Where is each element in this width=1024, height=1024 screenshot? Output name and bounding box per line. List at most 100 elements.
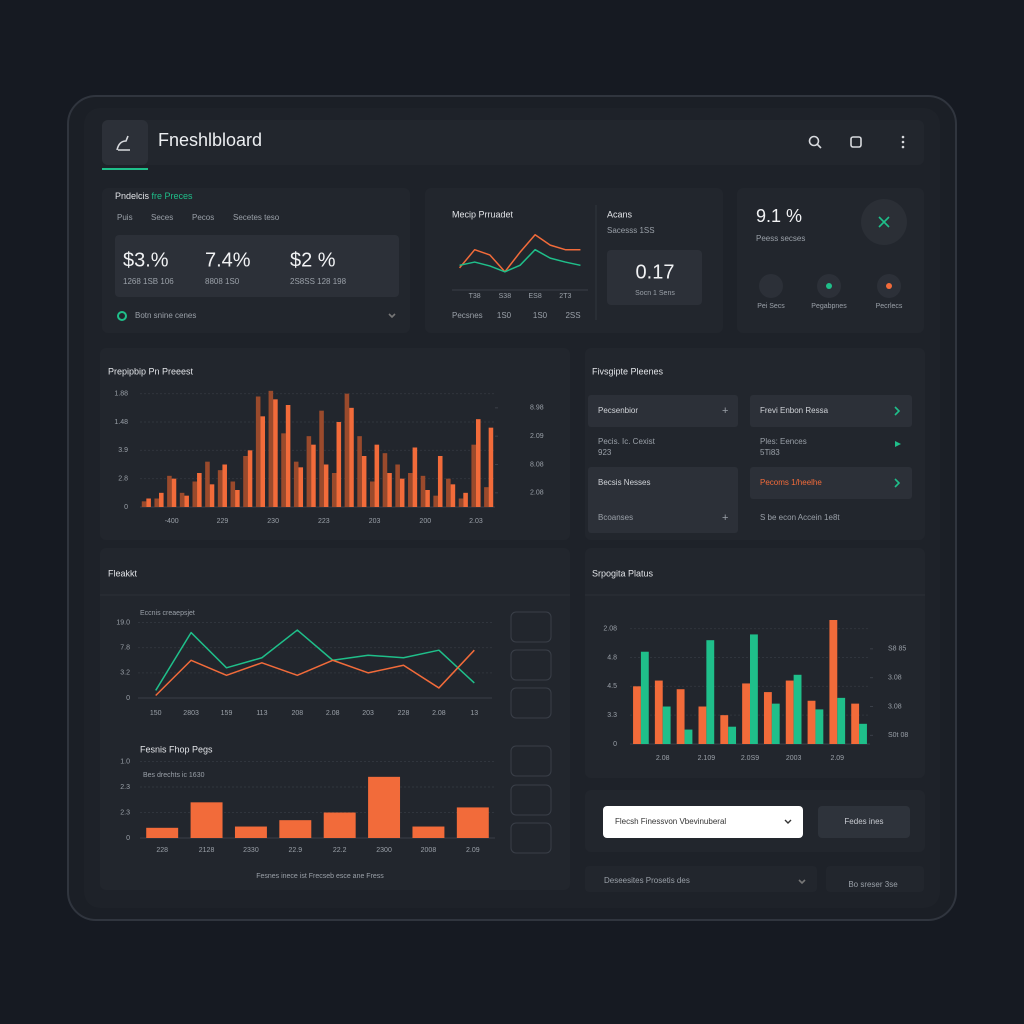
summary-footer: Botn snine cenes xyxy=(135,311,196,320)
list-title: Fivsgipte Pleenes xyxy=(592,366,664,376)
app-title: Fneshlbloard xyxy=(158,130,262,150)
chevron[interactable] xyxy=(388,313,396,319)
search-button[interactable] xyxy=(808,135,822,149)
bar xyxy=(298,467,304,507)
kpi-note: 2S8SS 128 198 xyxy=(290,277,347,286)
bar xyxy=(235,490,240,507)
list-row[interactable] xyxy=(588,467,738,533)
x-tick-label: 208 xyxy=(291,710,303,717)
x-tick-label: 2330 xyxy=(243,847,259,854)
settings-button[interactable] xyxy=(850,136,862,148)
summary-tab[interactable]: Seces xyxy=(151,213,173,222)
bar xyxy=(706,640,715,744)
bar xyxy=(446,478,451,507)
bar xyxy=(720,715,729,744)
y2-tick-label: 3.08 xyxy=(888,675,902,682)
y-tick-label: 4.8 xyxy=(607,654,617,661)
footer-button[interactable] xyxy=(826,866,924,892)
tool-button[interactable] xyxy=(510,687,552,719)
bar xyxy=(281,433,286,507)
x-tick-label: 228 xyxy=(398,710,410,717)
list-row[interactable] xyxy=(750,467,912,499)
bar xyxy=(420,475,426,507)
select[interactable] xyxy=(603,806,803,838)
list-row[interactable] xyxy=(588,395,738,427)
bar xyxy=(171,478,177,507)
metric-box xyxy=(607,250,702,305)
bar xyxy=(433,495,438,507)
tool-button[interactable] xyxy=(510,784,552,816)
bar xyxy=(387,473,392,507)
y-tick-label: 1.88 xyxy=(114,391,128,398)
bar xyxy=(456,807,489,838)
bar xyxy=(742,683,750,744)
bar xyxy=(412,826,445,838)
logo[interactable] xyxy=(102,120,148,165)
bar xyxy=(851,703,860,744)
x-tick-label: 2.08 xyxy=(326,710,340,717)
list-item: 923 xyxy=(598,448,612,457)
metric-value: 0.17 xyxy=(636,261,675,283)
chevron xyxy=(798,879,806,885)
bar xyxy=(662,706,671,744)
y-tick-label: 2.08 xyxy=(603,625,617,632)
button[interactable] xyxy=(818,806,910,838)
add-icon: + xyxy=(722,405,728,417)
bar xyxy=(273,399,278,507)
list-item: Bcoanses xyxy=(598,513,633,522)
tool-button[interactable] xyxy=(510,611,552,643)
list-row[interactable] xyxy=(750,395,912,427)
bar xyxy=(771,703,780,744)
chevron xyxy=(784,819,792,824)
tool-button[interactable] xyxy=(510,745,552,777)
summary-tab[interactable]: Pecos xyxy=(192,213,214,222)
menu-button[interactable] xyxy=(901,135,905,149)
bar xyxy=(184,495,189,507)
x-tick-label: 2008 xyxy=(421,847,437,854)
bar xyxy=(319,410,324,507)
y2-tick-label: 8.08 xyxy=(530,461,544,468)
bar xyxy=(374,444,380,507)
bar xyxy=(369,481,375,507)
x-tick-label: 2.109 xyxy=(698,755,716,762)
footer-select[interactable] xyxy=(585,866,817,892)
x-tick-label: 2T3 xyxy=(559,293,571,300)
y-tick-label: 2.3 xyxy=(120,784,130,791)
x-tick-label: 223 xyxy=(318,518,330,525)
y-tick-label: 19.0 xyxy=(116,619,130,626)
x-tick-label: S38 xyxy=(499,293,512,300)
x-tick-label: 2.08 xyxy=(432,710,446,717)
y-tick-label: 4.5 xyxy=(607,683,617,690)
x-tick-label: 2.0S9 xyxy=(741,755,759,762)
tool-button[interactable] xyxy=(510,649,552,681)
summary-tab[interactable]: Secetes teso xyxy=(233,213,280,222)
y-tick-label: 0 xyxy=(124,504,128,511)
x-tick-label: 2.03 xyxy=(469,518,483,525)
action-button[interactable] xyxy=(759,274,783,298)
tool-button[interactable] xyxy=(510,822,552,854)
x-tick-label: 2003 xyxy=(786,755,802,762)
y2-tick-label: 3.08 xyxy=(888,703,902,710)
bar xyxy=(357,436,362,507)
bar xyxy=(222,464,227,507)
list-item: Pecis. Ic. Cexist xyxy=(598,437,656,446)
list-item: Ples: Eences xyxy=(760,437,807,446)
bar xyxy=(425,490,430,507)
bar xyxy=(209,484,215,507)
side-title: Acans xyxy=(607,209,633,219)
bar xyxy=(192,481,198,507)
bar xyxy=(763,692,772,744)
kpi-value: $2 % xyxy=(290,249,336,271)
list-item: 5Ti83 xyxy=(760,448,780,457)
bar xyxy=(450,484,456,507)
bar xyxy=(382,453,388,507)
summary-tab[interactable]: Puis xyxy=(117,213,133,222)
list-item: Pecsenbior xyxy=(598,406,638,415)
x-tick-label: 200 xyxy=(419,518,431,525)
chart-title: Prepipbip Pn Preeest xyxy=(108,366,194,376)
bar xyxy=(408,473,413,507)
y-tick-label: 3.2 xyxy=(120,670,130,677)
bar xyxy=(293,461,299,507)
x-tick-label: ES8 xyxy=(528,293,541,300)
bar xyxy=(190,802,223,838)
